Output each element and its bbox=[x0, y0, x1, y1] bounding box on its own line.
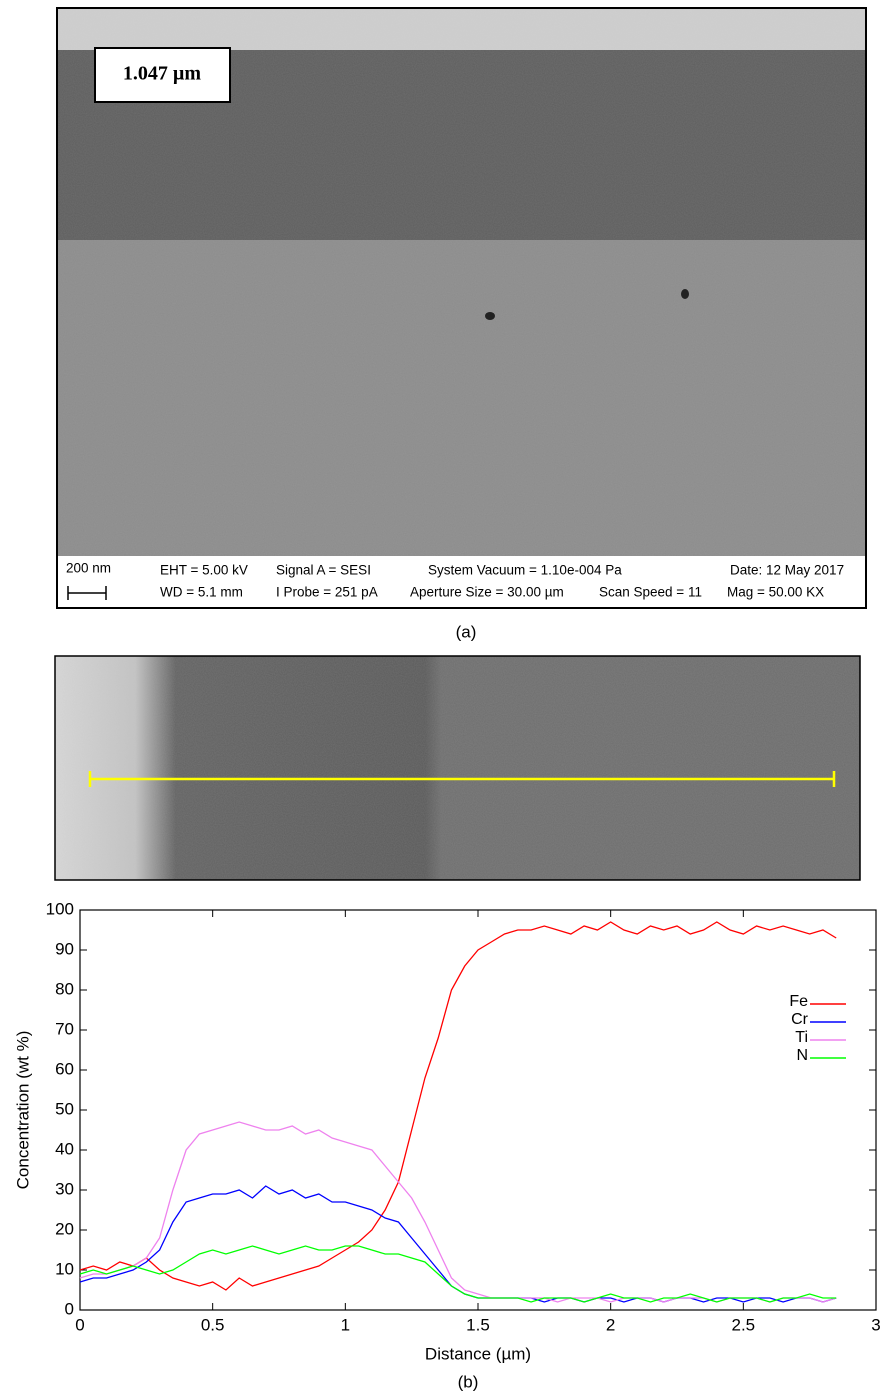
legend-label: Fe bbox=[789, 993, 808, 1010]
pore bbox=[485, 312, 495, 320]
legend-label: Cr bbox=[791, 1011, 809, 1028]
scan-line bbox=[88, 771, 836, 787]
y-tick-label: 100 bbox=[46, 899, 74, 918]
y-tick-label: 40 bbox=[55, 1139, 74, 1158]
info-text: Date: 12 May 2017 bbox=[730, 563, 844, 578]
line-chart: 0 10 20 30 40 50 60 70 80 90 100 0 0.5 1 1.5 2 2.5 3 Dista… bbox=[13, 899, 880, 1363]
y-tick-label: 10 bbox=[55, 1259, 74, 1278]
info-text: EHT = 5.00 kV bbox=[160, 563, 248, 578]
info-text: System Vacuum = 1.10e-004 Pa bbox=[428, 563, 622, 578]
texture bbox=[56, 657, 859, 879]
caption: (a) bbox=[456, 622, 477, 641]
y-tick-label: 20 bbox=[55, 1219, 74, 1238]
pore bbox=[681, 289, 689, 299]
series-line bbox=[79, 1121, 837, 1303]
plot-frame bbox=[79, 909, 877, 1311]
y-tick-label: 30 bbox=[55, 1179, 74, 1198]
legend-label: N bbox=[796, 1047, 808, 1064]
info-bar bbox=[59, 556, 864, 606]
thickness-box bbox=[94, 47, 231, 103]
x-tick-label: 2 bbox=[606, 1315, 615, 1334]
scale-bar-label: 200 nm bbox=[66, 561, 111, 576]
y-tick-label: 90 bbox=[55, 939, 74, 958]
scale-bar bbox=[67, 586, 107, 600]
x-tick-label: 1 bbox=[341, 1315, 350, 1334]
caption: (b) bbox=[458, 1372, 479, 1391]
sem-micrograph: 1.047 µm 200 nm EHT = 5.00 kV WD = 5.1 m… bbox=[56, 7, 867, 609]
info-text: I Probe = 251 pA bbox=[276, 585, 378, 600]
legend-label: Ti bbox=[795, 1029, 808, 1046]
y-tick-label: 0 bbox=[65, 1299, 74, 1318]
y-tick-label: 80 bbox=[55, 979, 74, 998]
y-tick-label: 60 bbox=[55, 1059, 74, 1078]
x-tick-label: 2.5 bbox=[732, 1315, 756, 1334]
y-tick-label: 70 bbox=[55, 1019, 74, 1038]
x-axis-label: Distance (µm) bbox=[425, 1344, 531, 1363]
info-text: Scan Speed = 11 bbox=[599, 585, 702, 600]
series-line bbox=[79, 921, 837, 1291]
thickness-label: 1.047 µm bbox=[123, 63, 202, 85]
info-text: Aperture Size = 30.00 µm bbox=[410, 585, 564, 600]
info-text: Signal A = SESI bbox=[276, 563, 371, 578]
y-tick-label: 50 bbox=[55, 1099, 74, 1118]
info-text: Mag = 50.00 KX bbox=[727, 585, 824, 600]
eds-image bbox=[54, 655, 861, 881]
series-line bbox=[79, 1245, 837, 1303]
info-text: WD = 5.1 mm bbox=[160, 585, 243, 600]
y-axis-label: Concentration (wt %) bbox=[13, 1031, 32, 1190]
x-tick-label: 3 bbox=[871, 1315, 880, 1334]
x-tick-label: 1.5 bbox=[466, 1315, 490, 1334]
x-tick-label: 0.5 bbox=[201, 1315, 225, 1334]
x-tick-label: 0 bbox=[75, 1315, 84, 1334]
